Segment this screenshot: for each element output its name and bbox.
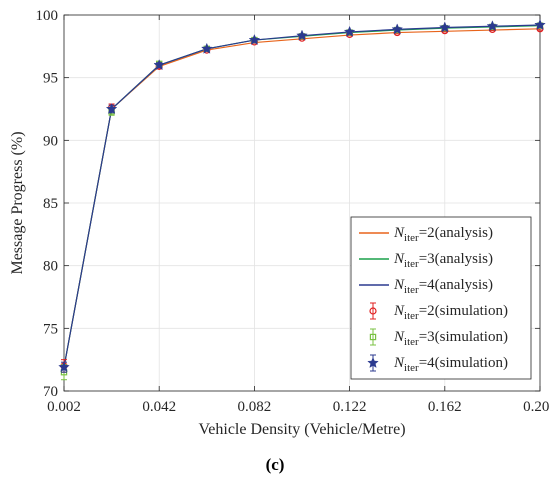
data-point-marker: [391, 23, 403, 35]
y-tick-label: 85: [43, 196, 58, 212]
data-point-marker: [486, 20, 499, 32]
y-tick-label: 75: [43, 321, 58, 337]
data-point-marker: [248, 34, 261, 45]
x-tick-label: 0.002: [47, 399, 81, 415]
y-tick-label: 70: [43, 384, 58, 400]
legend-item: Niter=2(analysis): [359, 225, 493, 244]
legend-label: Niter=4(analysis): [393, 277, 493, 296]
data-point-marker: [343, 25, 356, 37]
y-tick-label: 100: [36, 8, 59, 24]
legend-item: Niter=4(analysis): [359, 277, 493, 296]
y-tick-label: 80: [43, 259, 58, 275]
legend: Niter=2(analysis) Niter=3(analysis) Niter=…: [350, 216, 532, 380]
data-point-marker: [201, 42, 213, 54]
x-tick-label: 0.202: [523, 399, 550, 415]
series-layer: [58, 19, 546, 381]
legend-item: Niter=2(simulation): [369, 302, 508, 322]
x-tick-label: 0.162: [428, 399, 462, 415]
legend-box: [350, 216, 532, 380]
legend-label: Niter=2(analysis): [393, 225, 493, 244]
x-tick-label: 0.042: [142, 399, 176, 415]
legend-label: Niter=4(simulation): [393, 355, 508, 374]
y-tick-label: 90: [43, 133, 58, 149]
legend-item: Niter=3(simulation): [369, 328, 508, 348]
legend-label: Niter=3(simulation): [393, 329, 508, 348]
data-point-marker: [153, 59, 165, 71]
data-point-marker: [439, 21, 451, 33]
legend-label: Niter=2(simulation): [393, 303, 508, 322]
data-point-marker: [58, 361, 70, 373]
legend-label: Niter=3(analysis): [393, 251, 493, 270]
legend-marker-swatch: [369, 307, 377, 315]
figure-caption: (c): [266, 455, 285, 474]
legend-marker-swatch: [367, 356, 379, 368]
axis-ticks: 70 75 80 85 90 95 100 0.002 0.042 0.082 0.122 0.162…: [36, 8, 550, 415]
x-axis-label: Vehicle Density (Vehicle/Metre): [198, 421, 405, 438]
legend-item: Niter=3(analysis): [359, 251, 493, 270]
data-point-marker: [105, 102, 118, 114]
legend-marker-swatch: [369, 333, 377, 341]
y-tick-label: 95: [43, 71, 58, 87]
series-N_iter=4(simulation): [58, 19, 546, 373]
data-point-marker: [534, 19, 546, 30]
data-point-marker: [296, 29, 308, 41]
x-tick-label: 0.122: [333, 399, 367, 415]
y-axis-label: Message Progress (%): [9, 131, 26, 274]
x-tick-label: 0.082: [238, 399, 272, 415]
legend-item: Niter=4(simulation): [367, 354, 508, 374]
